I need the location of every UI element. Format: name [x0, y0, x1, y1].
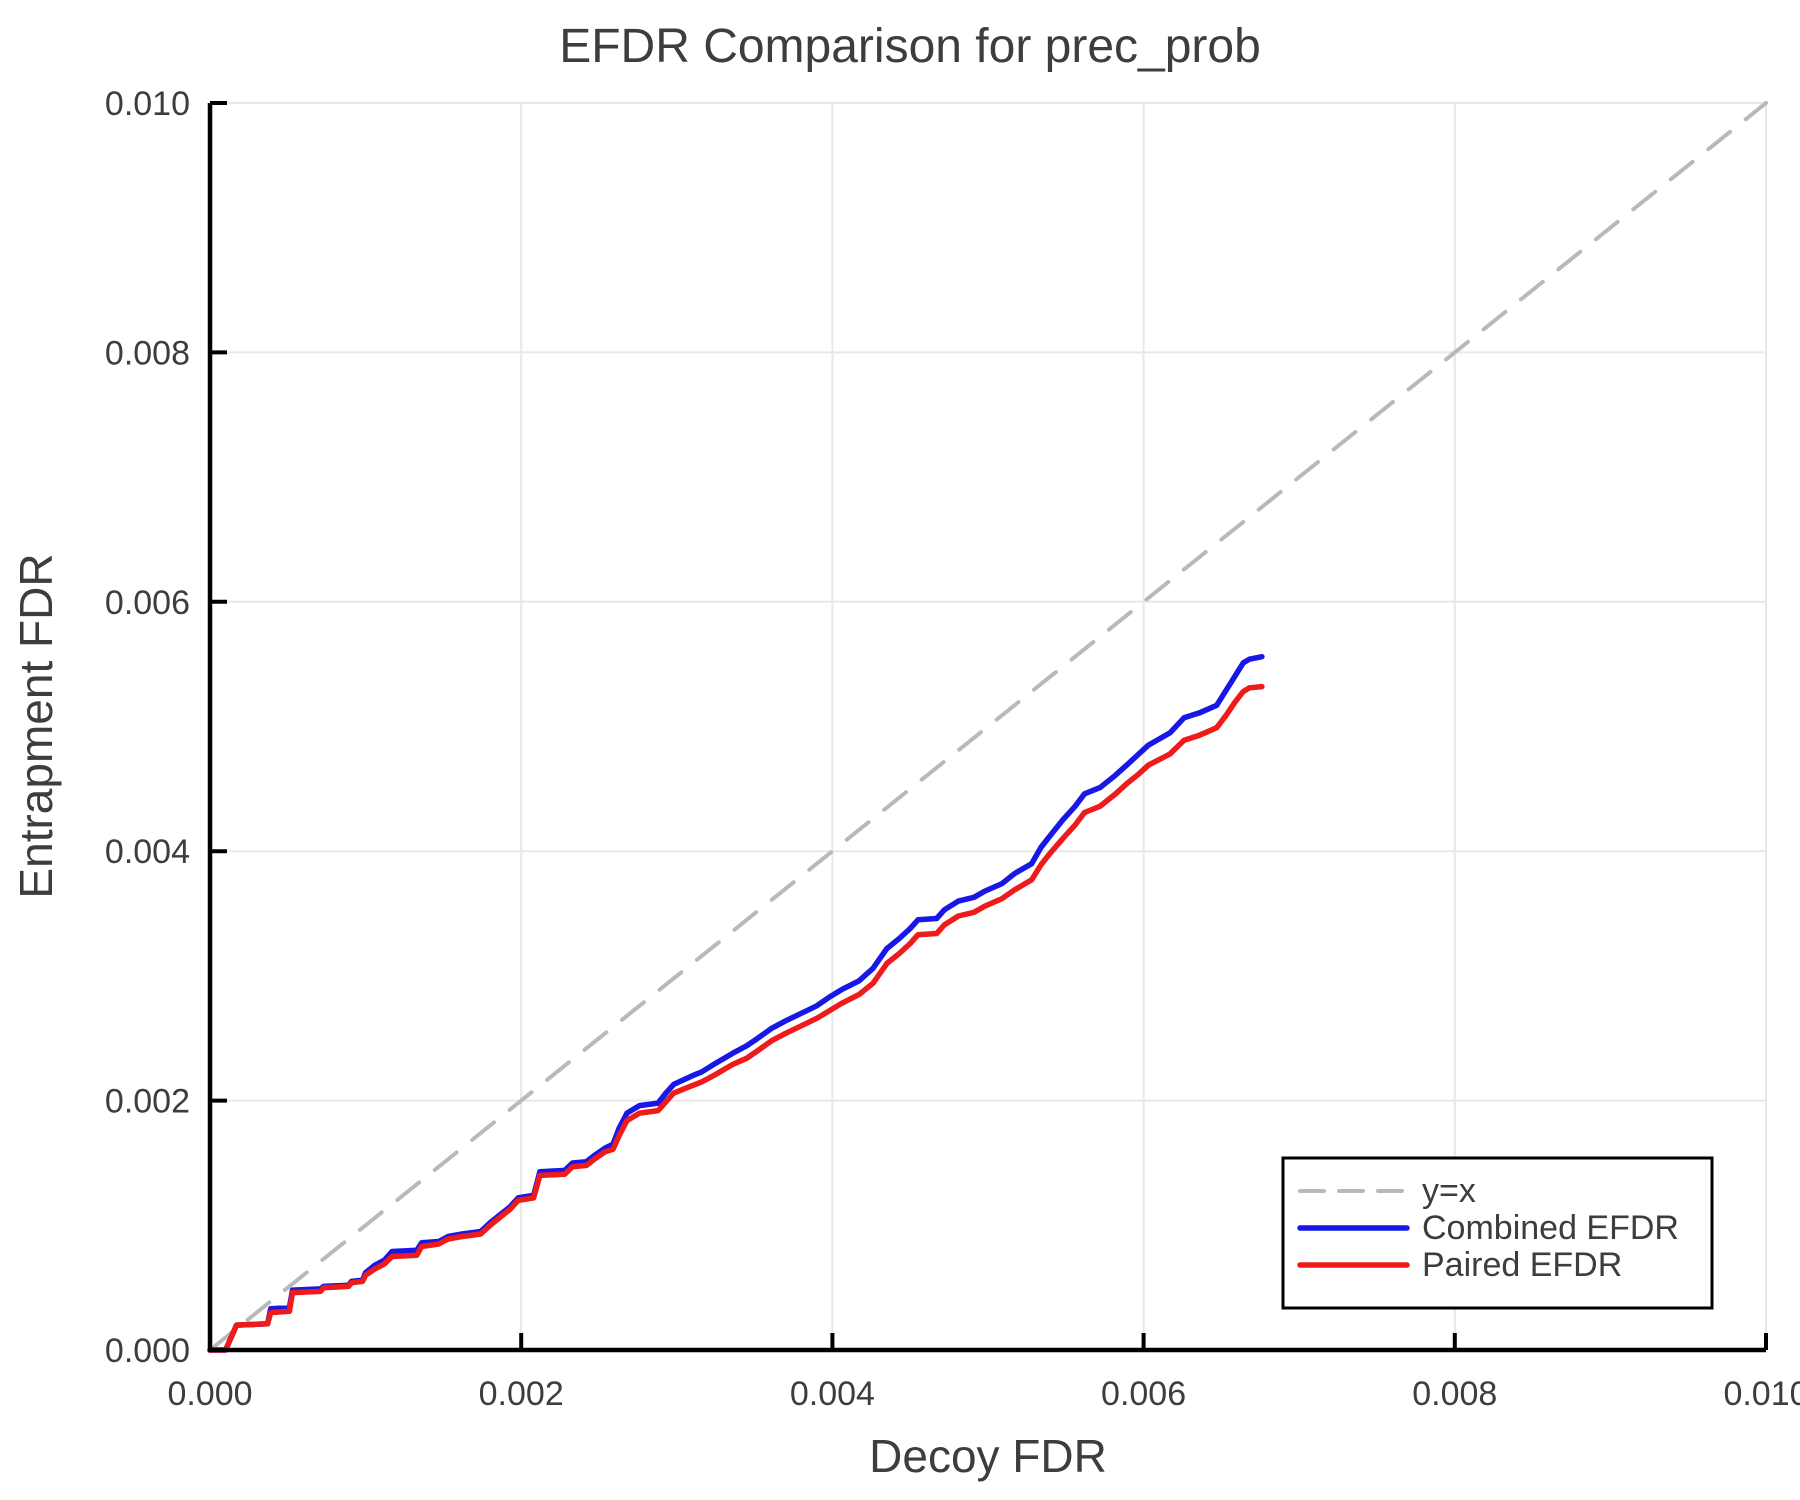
- legend-entry-label: Combined EFDR: [1422, 1209, 1679, 1247]
- y-axis-label: Entrapment FDR: [10, 553, 62, 898]
- series-line-paired-efdr: [207, 683, 1265, 1353]
- identity-line: [208, 101, 1768, 1352]
- x-tick-label: 0.004: [790, 1375, 875, 1413]
- y-tick-label: 0.008: [105, 334, 190, 372]
- x-tick-label: 0.010: [1723, 1375, 1800, 1413]
- x-tick-label: 0.006: [1101, 1375, 1186, 1413]
- x-axis-label: Decoy FDR: [869, 1430, 1107, 1482]
- y-tick-label: 0.006: [105, 584, 190, 622]
- legend-entry-label: y=x: [1422, 1172, 1476, 1210]
- y-tick-label: 0.002: [105, 1083, 190, 1121]
- legend-entry-label: Paired EFDR: [1422, 1246, 1622, 1284]
- x-tick-label: 0.000: [167, 1375, 252, 1413]
- series-lines: [207, 101, 1768, 1353]
- y-tick-label: 0.010: [105, 85, 190, 123]
- legend-box: [1281, 1156, 1714, 1310]
- x-tick-label: 0.002: [479, 1375, 564, 1413]
- y-tick-label: 0.000: [105, 1332, 190, 1370]
- x-tick-label: 0.008: [1412, 1375, 1497, 1413]
- series-line-combined-efdr: [207, 653, 1265, 1353]
- tick-labels: 0.000 0.002 0.004 0.006 0.008 0.010 0.000 0.002…: [105, 85, 1800, 1413]
- chart-title: EFDR Comparison for prec_prob: [559, 20, 1261, 73]
- y-tick-label: 0.004: [105, 833, 190, 871]
- gridlines: [210, 102, 1767, 1350]
- axes-spines-and-ticks: [207, 101, 1768, 1353]
